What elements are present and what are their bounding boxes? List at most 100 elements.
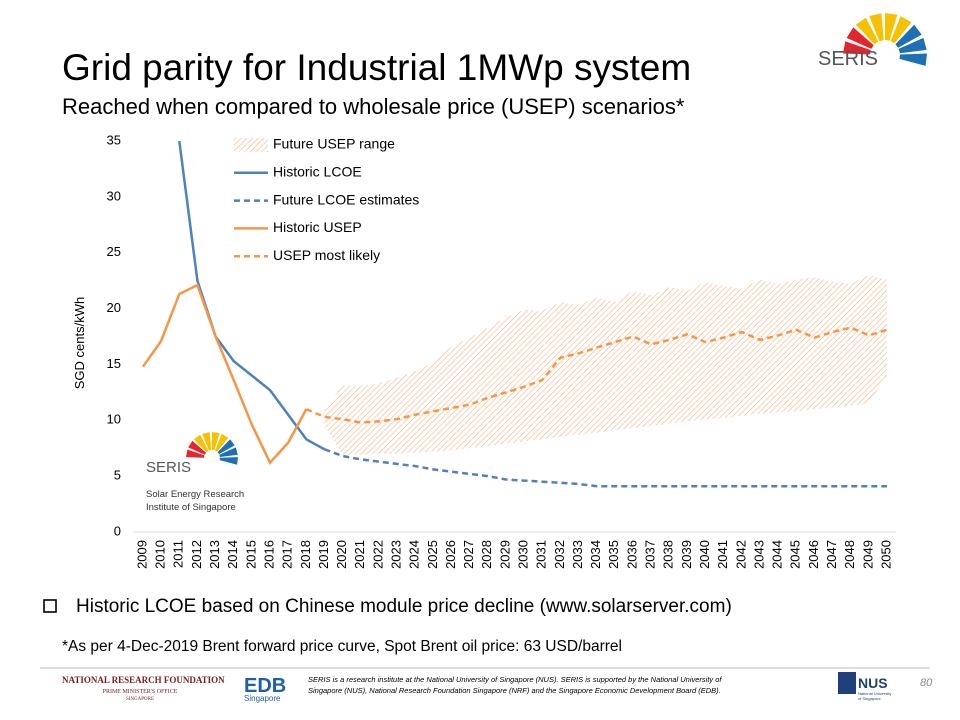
x-tick-label: 2040 (697, 540, 712, 569)
y-axis-label: SGD cents/kWh (72, 297, 87, 389)
x-tick-label: 2029 (497, 540, 512, 569)
seris-logo (843, 13, 927, 66)
x-tick-label: 2033 (570, 540, 585, 569)
logo-wedge (855, 17, 879, 45)
y-tick-label: 35 (107, 132, 121, 147)
nus-logo: National University (858, 691, 891, 696)
logo-wedge (869, 13, 884, 42)
y-tick-label: 30 (107, 188, 121, 203)
x-tick-label: 2025 (425, 540, 440, 569)
nus-crest (838, 672, 856, 694)
x-tick-label: 2046 (806, 540, 821, 569)
y-tick-label: 20 (107, 300, 121, 315)
x-tick-label: 2030 (516, 540, 531, 569)
x-tick-label: 2027 (461, 540, 476, 569)
legend-label: USEP most likely (273, 247, 380, 263)
x-tick-label: 2016 (261, 540, 276, 569)
bullet-text: Historic LCOE based on Chinese module pr… (76, 596, 732, 617)
x-tick-label: 2026 (443, 540, 458, 569)
x-tick-label: 2014 (225, 540, 240, 569)
nus-logo: of Singapore (858, 696, 881, 701)
nrf-text: NATIONAL RESEARCH FOUNDATION (62, 675, 225, 685)
bullet-box (43, 599, 57, 613)
x-tick-label: 2048 (842, 540, 857, 569)
logo-caption: Institute of Singapore (146, 502, 236, 513)
x-tick-label: 2024 (407, 540, 422, 569)
logo-wedge (219, 457, 238, 465)
series-line (141, 283, 308, 465)
logo-wedge (188, 440, 206, 455)
logo-wedge (843, 41, 871, 55)
logo-wedge (895, 24, 922, 48)
x-tick-label: 2043 (751, 540, 766, 569)
x-tick-label: 2039 (679, 540, 694, 569)
x-tick-label: 2036 (624, 540, 639, 569)
x-tick-label: 2020 (334, 540, 349, 569)
seris-logo (186, 432, 238, 465)
x-tick-label: 2038 (661, 540, 676, 569)
series-line (324, 448, 887, 488)
logo-wedge (202, 432, 212, 451)
logo-wedge (193, 434, 209, 453)
logo-caption: Solar Energy Research (146, 489, 244, 500)
logo-wedge (217, 439, 235, 455)
legend-label: Future LCOE estimates (273, 191, 419, 207)
series-line (305, 326, 888, 424)
nrf-text: SINGAPORE (126, 697, 154, 702)
x-tick-label: 2021 (352, 540, 367, 569)
x-tick-label: 2013 (207, 540, 222, 569)
legend-label: Future USEP range (273, 136, 395, 152)
footer-note: Singapore (NUS), National Research Found… (308, 686, 721, 695)
nus-logo: NUS (858, 675, 888, 691)
x-tick-label: 2019 (316, 540, 331, 569)
logo-wedge (898, 37, 927, 54)
nrf-text: PRIME MINISTER'S OFFICE (103, 689, 178, 695)
y-tick-label: 5 (114, 468, 121, 483)
x-tick-label: 2018 (298, 540, 313, 569)
x-tick-label: 2015 (243, 540, 258, 569)
logo-wedge (890, 16, 912, 44)
x-tick-label: 2044 (770, 540, 785, 569)
logo-text: SERIS (146, 459, 191, 476)
chart-title: Grid parity for Industrial 1MWp system (62, 47, 691, 88)
chart-subtitle: Reached when compared to wholesale price… (62, 94, 685, 119)
legend-label: Historic USEP (273, 219, 362, 235)
x-tick-label: 2042 (733, 540, 748, 569)
x-tick-label: 2032 (552, 540, 567, 569)
page-number: 80 (920, 677, 933, 689)
x-tick-label: 2050 (878, 540, 893, 569)
x-tick-label: 2037 (643, 540, 658, 569)
x-tick-label: 2012 (189, 540, 204, 569)
legend-label: Historic LCOE (273, 164, 362, 180)
y-tick-label: 15 (107, 356, 121, 371)
logo-wedge (846, 27, 874, 49)
footnote: *As per 4-Dec-2019 Brent forward price c… (62, 638, 622, 655)
x-tick-label: 2010 (153, 540, 168, 569)
x-tick-label: 2028 (479, 540, 494, 569)
x-tick-label: 2022 (370, 540, 385, 569)
logo-wedge (186, 449, 205, 458)
y-tick-label: 10 (107, 412, 121, 427)
footer-note: SERIS is a research institute at the Nat… (308, 675, 722, 684)
logo-wedge (219, 447, 238, 457)
x-tick-label: 2041 (715, 540, 730, 569)
logo-wedge (215, 433, 229, 452)
logo-wedge (212, 432, 220, 451)
x-tick-label: 2035 (606, 540, 621, 569)
x-tick-label: 2011 (171, 540, 186, 568)
logo-wedge (885, 13, 898, 41)
x-tick-label: 2017 (280, 540, 295, 569)
logo-text: SERIS (818, 48, 878, 70)
x-tick-label: 2034 (588, 540, 603, 569)
x-tick-label: 2047 (824, 540, 839, 569)
x-tick-label: 2031 (534, 540, 549, 569)
range-area (324, 275, 887, 455)
x-tick-label: 2009 (134, 540, 149, 569)
x-tick-label: 2023 (388, 540, 403, 569)
edb-logo: Singapore (244, 694, 281, 703)
logo-wedge (899, 53, 927, 66)
x-tick-label: 2045 (788, 540, 803, 569)
y-tick-label: 0 (114, 523, 121, 538)
edb-logo: EDB (244, 675, 286, 697)
